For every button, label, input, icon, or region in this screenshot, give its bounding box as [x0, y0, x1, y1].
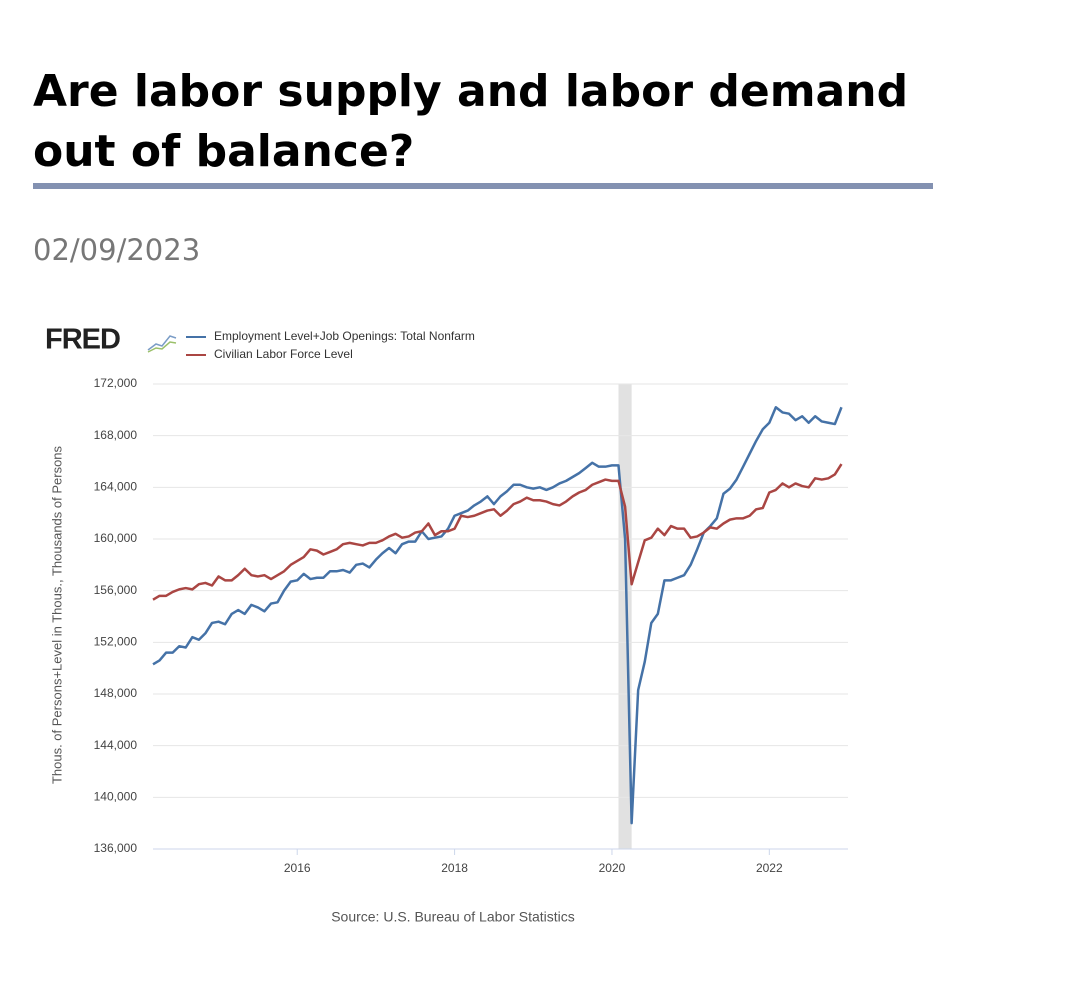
- y-tick-label: 168,000: [94, 428, 138, 442]
- y-tick-label: 160,000: [94, 531, 138, 545]
- x-tick-label: 2022: [756, 861, 783, 875]
- logo-icon: [147, 335, 177, 351]
- series-line: [152, 463, 843, 601]
- y-tick-label: 152,000: [94, 635, 138, 649]
- legend-label: Civilian Labor Force Level: [214, 347, 353, 361]
- post-date: 02/09/2023: [33, 233, 201, 267]
- logo-icon: [147, 341, 177, 353]
- source: Source: U.S. Bureau of Labor Statistics: [331, 909, 575, 925]
- x-tick-label: 2018: [441, 861, 468, 875]
- page-title: Are labor supply and labor demand out of…: [33, 66, 909, 177]
- title-underline: [33, 183, 933, 189]
- logo: FRED: [45, 324, 120, 356]
- y-tick-label: 164,000: [94, 480, 138, 494]
- y-tick-label: 144,000: [94, 738, 138, 752]
- y-tick-label: 156,000: [94, 583, 138, 597]
- y-axis-label: Thous. of Persons+Level in Thous., Thous…: [49, 445, 64, 784]
- y-tick-label: 172,000: [94, 376, 138, 390]
- legend-label: Employment Level+Job Openings: Total Non…: [214, 329, 475, 343]
- x-tick-label: 2016: [284, 861, 311, 875]
- y-tick-label: 148,000: [94, 686, 138, 700]
- x-tick-label: 2020: [599, 861, 626, 875]
- y-tick-label: 140,000: [94, 790, 138, 804]
- series-line: [152, 406, 843, 825]
- y-tick-label: 136,000: [94, 841, 138, 855]
